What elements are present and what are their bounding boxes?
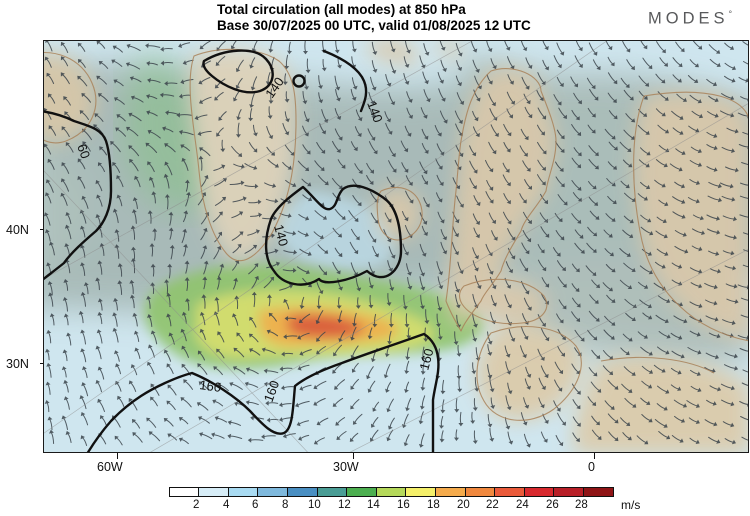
svg-text:160: 160 (199, 377, 223, 395)
